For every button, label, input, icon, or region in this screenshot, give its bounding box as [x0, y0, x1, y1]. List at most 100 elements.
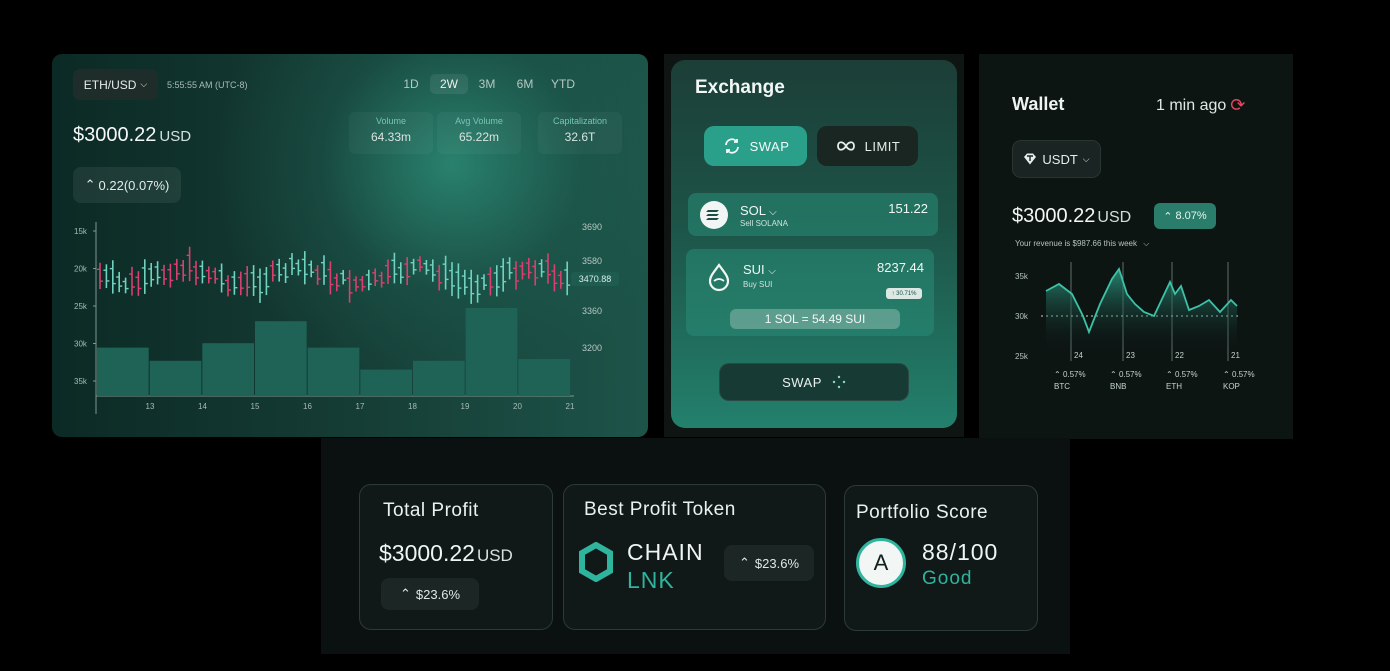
range-tab-ytd[interactable]: YTD: [551, 77, 575, 91]
price-chart-panel: 15k 20k 25k 30k 35k 13 14 15 16 17 18 19 20 21 3690 358…: [52, 54, 648, 437]
from-token-symbol[interactable]: SOL ⌵: [740, 203, 777, 218]
y-tick-label: 30k: [74, 340, 88, 349]
stat-value: 32.6T: [564, 130, 596, 144]
wallet-title: Wallet: [1012, 94, 1065, 114]
from-token-row[interactable]: SOL ⌵ Sell SOLANA 151.22: [688, 193, 938, 236]
to-token-symbol-text: SUI: [743, 262, 765, 277]
chainlink-icon: [579, 542, 613, 582]
swap-tab-label: SWAP: [749, 138, 790, 154]
wallet-x-tick: 23: [1126, 351, 1135, 360]
range-tab-3m[interactable]: 3M: [478, 77, 496, 91]
stat-value: 64.33m: [370, 130, 412, 144]
limit-tab-label: LIMIT: [864, 138, 901, 154]
current-price-label: 3470.88: [579, 274, 612, 284]
total-profit-currency: USD: [476, 546, 513, 565]
portfolio-score-value: 88/100: [922, 539, 999, 565]
range-tab-2w[interactable]: 2W: [430, 74, 468, 94]
chevron-down-icon: ⌵: [140, 79, 148, 89]
chevron-down-icon: ⌵: [1082, 153, 1090, 164]
right-tick-label: 3360: [582, 306, 602, 316]
double-chevron-up-icon: ⌃: [1110, 370, 1117, 379]
swap-button-label: SWAP: [782, 374, 822, 390]
volume-bar: [518, 359, 570, 396]
x-tick-label: 15: [251, 402, 260, 411]
x-tick-label: 14: [198, 402, 207, 411]
stat-value: 65.22m: [458, 130, 500, 144]
chevron-down-icon: ⌵: [1143, 239, 1150, 248]
solana-icon: [700, 201, 728, 229]
chevron-down-icon: ⌵: [769, 207, 777, 218]
wallet-change-badge: ⌃ 8.07%: [1154, 203, 1216, 229]
exchange-panel: Exchange SWAP LIMIT SOL ⌵ Sell SOLANA 15…: [671, 60, 957, 428]
revenue-note[interactable]: Your revenue is $987.66 this week ⌵: [1015, 239, 1149, 249]
to-token-symbol[interactable]: SUI ⌵: [743, 262, 776, 277]
wallet-balance: $3000.22 USD: [1012, 205, 1131, 228]
coin-pct: 0.57%: [1231, 370, 1255, 379]
total-profit-amount: $3000.22: [379, 540, 475, 566]
x-tick-label: 13: [146, 402, 155, 411]
coin-pct: 0.57%: [1062, 370, 1086, 379]
range-tab-6m[interactable]: 6M: [516, 77, 534, 91]
total-profit-title: Total Profit: [383, 500, 479, 521]
time-label: 5:55:55 AM (UTC-8): [167, 80, 248, 90]
limit-tab[interactable]: LIMIT: [817, 126, 918, 166]
exchange-rate: 1 SOL = 54.49 SUI: [730, 309, 900, 329]
portfolio-score-label: Good: [922, 568, 973, 589]
exchange-title: Exchange: [695, 77, 785, 98]
range-tab-1d[interactable]: 1D: [403, 77, 419, 91]
coin-name: BTC: [1054, 382, 1070, 391]
stat-label: Volume: [375, 116, 407, 126]
wallet-change-value: 8.07%: [1175, 210, 1207, 222]
stat-capitalization: Capitalization 32.6T: [538, 112, 622, 154]
sparkle-icon: [832, 375, 846, 389]
coin-name: ETH: [1166, 382, 1182, 391]
sui-drop-icon: [708, 263, 730, 292]
to-change-badge: ↑ 30.71%: [886, 288, 922, 299]
x-tick-label: 16: [303, 402, 312, 411]
wallet-updated: 1 min ago ⟳: [1156, 95, 1245, 116]
to-token-sub: Buy SUI: [743, 280, 773, 289]
total-profit-change: ⌃ $23.6%: [381, 578, 479, 610]
coin-name: KOP: [1223, 382, 1240, 391]
pair-label: ETH/USD: [83, 77, 137, 92]
y-tick-label: 25k: [74, 302, 88, 311]
candlestick-chart: 15k 20k 25k 30k 35k 13 14 15 16 17 18 19 20 21 3690 358…: [74, 222, 619, 414]
y-tick-label: 15k: [74, 227, 88, 236]
price-change-value: 0.22(0.07%): [98, 177, 170, 193]
token-selector[interactable]: USDT ⌵: [1012, 140, 1101, 178]
from-token-sub: Sell SOLANA: [740, 219, 789, 228]
token-selector-label: USDT: [1042, 151, 1078, 167]
coin-stat-btc: ⌃ 0.57% BTC: [1054, 369, 1086, 393]
total-profit-card: Total Profit $3000.22 USD ⌃ $23.6%: [359, 484, 553, 630]
stat-label: Capitalization: [552, 116, 608, 126]
volume-bar: [97, 347, 149, 396]
pair-selector[interactable]: ETH/USD ⌵: [73, 69, 158, 100]
wallet-y-tick: 25k: [1015, 352, 1029, 361]
refresh-icon[interactable]: ⟳: [1230, 95, 1246, 115]
infinity-icon: [836, 141, 855, 151]
swap-button[interactable]: SWAP: [719, 363, 909, 401]
from-amount[interactable]: 151.22: [888, 201, 928, 216]
stat-volume: Volume 64.33m: [349, 112, 433, 154]
volume-bar: [360, 369, 412, 396]
wallet-y-tick: 30k: [1015, 312, 1029, 321]
best-token-title: Best Profit Token: [584, 499, 736, 520]
wallet-balance-currency: USD: [1097, 209, 1132, 226]
x-tick-label: 18: [408, 402, 417, 411]
wallet-x-tick: 22: [1175, 351, 1184, 360]
wallet-line: [1045, 266, 1238, 335]
swap-tab[interactable]: SWAP: [704, 126, 807, 166]
coin-stat-kop: ⌃ 0.57% KOP: [1223, 369, 1255, 393]
wallet-y-tick: 35k: [1015, 272, 1029, 281]
wallet-x-tick: 24: [1074, 351, 1083, 360]
portfolio-score-title: Portfolio Score: [856, 502, 989, 523]
x-tick-label: 17: [356, 402, 365, 411]
right-tick-label: 3690: [582, 222, 602, 232]
volume-bar: [307, 347, 360, 396]
x-tick-label: 21: [566, 402, 575, 411]
range-tabs: 1D 2W 3M 6M YTD: [392, 74, 582, 94]
to-amount[interactable]: 8237.44: [877, 260, 924, 275]
coin-stat-eth: ⌃ 0.57% ETH: [1166, 369, 1198, 393]
right-tick-label: 3580: [582, 256, 602, 266]
double-chevron-up-icon: ⌃: [84, 177, 96, 192]
